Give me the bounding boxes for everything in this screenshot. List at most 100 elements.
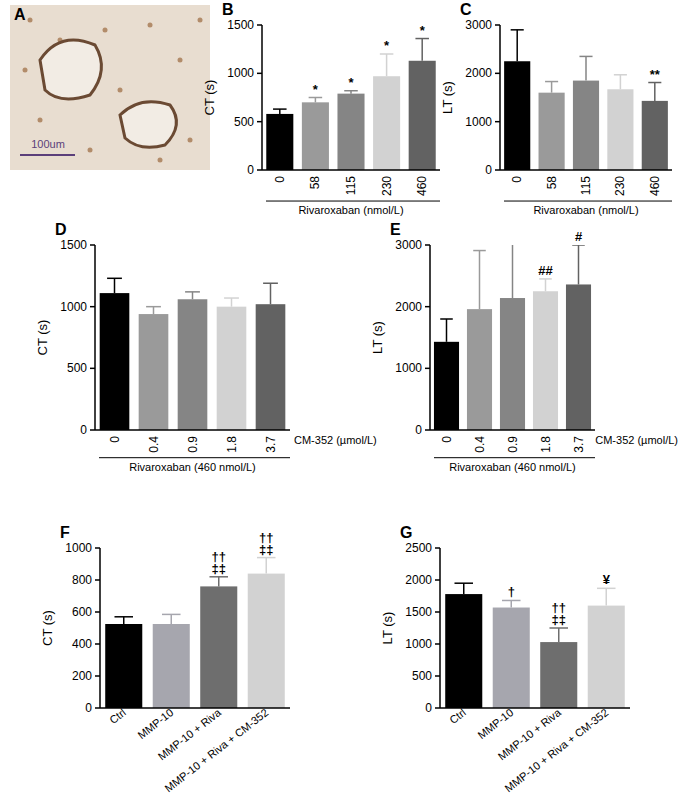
error-cap <box>257 557 276 559</box>
bar <box>607 89 633 170</box>
y-tick-label: 3000 <box>465 18 492 32</box>
bar <box>302 102 329 170</box>
y-tick <box>90 429 95 431</box>
y-tick <box>95 579 100 581</box>
significance-mark: ¥ <box>603 572 611 587</box>
group-line <box>99 457 290 458</box>
figure: A100umB****050010001500CT (s)05811523046… <box>0 0 681 800</box>
y-tick <box>257 121 262 123</box>
error-bar <box>114 617 133 624</box>
error-line <box>511 600 513 607</box>
error-bar <box>614 75 627 90</box>
y-tick <box>95 611 100 613</box>
significance-mark: ‡‡ <box>552 612 566 627</box>
error-line <box>446 319 448 342</box>
error-cap <box>579 56 592 58</box>
error-line <box>545 279 547 291</box>
bar <box>504 61 530 170</box>
y-axis <box>499 25 501 170</box>
error-line <box>654 83 656 101</box>
y-tick-label: 1500 <box>227 18 254 32</box>
error-line <box>386 54 388 76</box>
plot-area <box>100 278 286 430</box>
x-tick-label: 115 <box>579 176 593 195</box>
error-line <box>463 583 465 594</box>
bar <box>256 304 286 430</box>
x-tick-label: 58 <box>308 176 322 190</box>
plot-area <box>445 583 625 708</box>
y-axis <box>429 245 431 430</box>
y-tick-label: 2000 <box>405 573 432 587</box>
error-bar <box>185 292 200 299</box>
bar <box>467 309 492 430</box>
x-tick-label: 230 <box>380 176 394 196</box>
y-tick-label: 0 <box>485 163 492 177</box>
y-axis <box>99 548 101 708</box>
error-cap <box>549 627 568 629</box>
bar <box>178 299 208 430</box>
y-axis-label: LT (s) <box>370 321 385 354</box>
stain-dot <box>198 18 203 23</box>
x-tick-label: MMP-10 + Riva + CM-352 <box>502 706 610 794</box>
x-tick-label: 460 <box>415 176 429 196</box>
x-tick-label: 0 <box>510 176 524 183</box>
y-tick <box>425 306 430 308</box>
error-cap <box>107 278 122 280</box>
error-cap <box>114 616 133 618</box>
bar <box>105 624 142 708</box>
x-tick-label: 0 <box>273 176 287 183</box>
error-bar <box>597 588 616 605</box>
significance-mark: * <box>420 23 426 38</box>
error-cap <box>162 614 181 616</box>
error-bar <box>209 577 228 587</box>
error-bar <box>539 279 552 291</box>
bar <box>373 76 400 170</box>
micrograph: A 100um <box>10 5 210 170</box>
x-tick-label: 230 <box>613 176 627 196</box>
y-tick-label: 600 <box>72 605 92 619</box>
plot-area <box>105 558 285 708</box>
x-tick-label: 3.7 <box>264 436 278 453</box>
error-line <box>620 75 622 90</box>
scale-bar-label: 100um <box>31 138 65 150</box>
error-cap <box>344 90 358 92</box>
y-tick-label: 0 <box>85 701 92 715</box>
x-axis-label: CM-352 (µmol/L) <box>595 434 678 446</box>
x-tick-label: 0.4 <box>473 436 487 453</box>
y-tick <box>495 169 500 171</box>
y-tick-label: 3000 <box>395 238 422 252</box>
error-line <box>551 82 553 93</box>
y-tick <box>435 547 440 549</box>
y-axis <box>439 548 441 708</box>
bar <box>566 284 591 430</box>
panel-label: A <box>14 6 26 23</box>
x-axis-label: Rivaroxaban (nmol/L) <box>533 204 638 216</box>
error-bar <box>511 30 524 61</box>
panel-label: B <box>222 1 234 18</box>
y-axis-label: CT (s) <box>35 320 50 356</box>
stain-dot <box>178 58 183 63</box>
bar <box>266 114 293 170</box>
x-tick-label: MMP-10 + Riva + CM-352 <box>162 706 270 794</box>
y-tick-label: 800 <box>72 573 92 587</box>
y-tick-label: 2000 <box>465 66 492 80</box>
y-tick <box>425 368 430 370</box>
error-bar <box>454 583 473 594</box>
bar <box>493 608 530 708</box>
error-cap <box>454 582 473 584</box>
y-tick <box>257 73 262 75</box>
x-axis <box>430 429 595 431</box>
y-tick-label: 1000 <box>405 637 432 651</box>
group-line <box>266 201 440 202</box>
error-bar <box>440 319 453 342</box>
x-axis-label: CM-352 (µmol/L) <box>294 434 377 446</box>
error-line <box>516 30 518 61</box>
chart-bar: B****050010001500CT (s)058115230460Rivar… <box>202 1 440 216</box>
bar <box>337 94 364 170</box>
x-axis-label: Rivaroxaban (nmol/L) <box>298 204 403 216</box>
y-tick-label: 1000 <box>465 115 492 129</box>
error-bar <box>257 558 276 574</box>
bar <box>217 307 247 430</box>
stain-dot <box>103 28 108 33</box>
y-axis-label: CT (s) <box>202 80 217 116</box>
